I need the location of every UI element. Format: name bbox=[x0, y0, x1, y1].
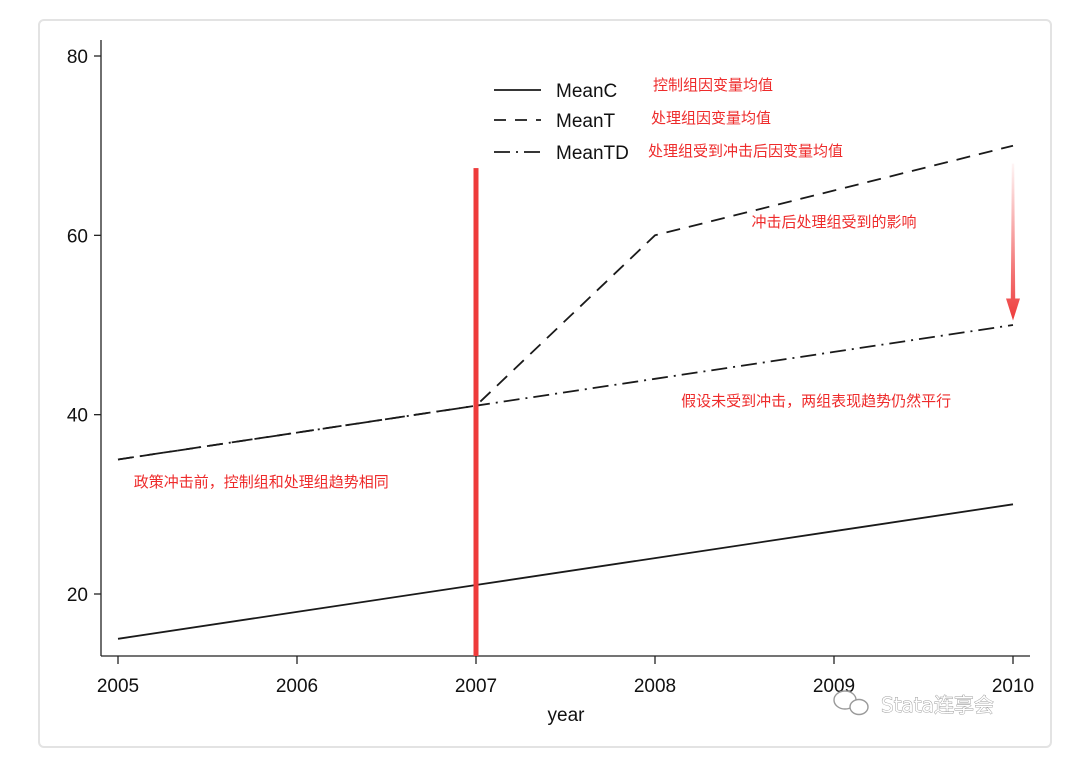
x-axis-title: year bbox=[548, 705, 586, 726]
wechat-icon bbox=[833, 690, 869, 716]
legend: MeanC MeanT MeanTD 控制组因变量均值处理组因变量均值处理组受到冲击后… bbox=[494, 76, 843, 164]
policy-shock-line bbox=[473, 168, 479, 657]
watermark-text: Stata连享会 bbox=[881, 693, 994, 717]
legend-note-meant: 处理组因变量均值 bbox=[651, 109, 771, 127]
annotations: 冲击后处理组受到的影响假设未受到冲击，两组表现趋势仍然平行政策冲击前，控制组和处… bbox=[134, 213, 951, 491]
y-tick-label: 80 bbox=[67, 47, 88, 68]
marker-layer bbox=[473, 163, 1020, 657]
series-line-meant bbox=[117, 144, 1014, 461]
chart-annotation: 政策冲击前，控制组和处理组趋势相同 bbox=[134, 473, 389, 491]
legend-note-meanc: 控制组因变量均值 bbox=[653, 76, 773, 94]
chart-annotation: 冲击后处理组受到的影响 bbox=[751, 213, 916, 231]
y-tick-label: 40 bbox=[67, 406, 88, 427]
x-tick-label: 2007 bbox=[455, 676, 497, 697]
x-tick-label: 2008 bbox=[634, 676, 676, 697]
legend-label-meant: MeanT bbox=[556, 111, 616, 132]
legend-label-meanc: MeanC bbox=[556, 81, 617, 102]
x-tick-label: 2006 bbox=[276, 676, 318, 697]
wechat-bubble-small bbox=[849, 698, 869, 716]
y-tick-label: 20 bbox=[67, 585, 88, 606]
treatment-effect-arrow bbox=[1006, 163, 1020, 321]
watermark: Stata连享会 bbox=[833, 690, 994, 717]
y-tick-label: 60 bbox=[67, 226, 88, 247]
x-tick-label: 2010 bbox=[992, 676, 1034, 697]
legend-note-meantd: 处理组受到冲击后因变量均值 bbox=[648, 142, 843, 160]
series-layer bbox=[117, 144, 1014, 640]
chart-card bbox=[38, 19, 1052, 748]
series-line-meanc bbox=[117, 503, 1014, 640]
chart-annotation: 假设未受到冲击，两组表现趋势仍然平行 bbox=[681, 392, 951, 410]
legend-label-meantd: MeanTD bbox=[556, 143, 629, 164]
x-tick-label: 2005 bbox=[97, 676, 139, 697]
